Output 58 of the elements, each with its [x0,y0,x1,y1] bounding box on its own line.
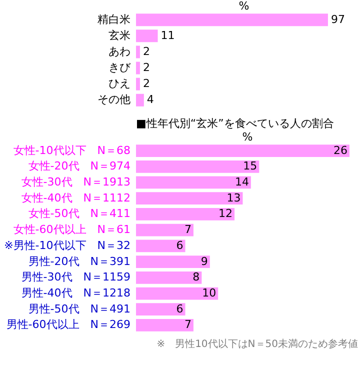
bar [136,30,158,42]
bar [136,176,251,189]
bar [136,256,210,268]
bar [136,78,140,90]
bar [136,94,144,106]
y-tick-label: きび [108,61,132,74]
data-label: 13 [226,191,241,204]
data-label: 10 [202,286,216,300]
data-label: 7 [184,223,192,236]
data-label: 26 [333,144,348,157]
data-label: 15 [243,160,258,173]
y-tick-label: 女性-30代 N＝1913 [21,175,130,188]
chart-title: ■性年代別“玄米”を食べている人の割合 [136,117,334,130]
x-axis-title: % [242,130,253,144]
bar [136,208,235,220]
data-label: 2 [142,61,150,74]
text: ※ 男性10代以下はN＝50未満のため参考値 [156,338,358,350]
y-tick-label: 男性-60代以上 N＝269 [6,318,130,332]
data-label: 8 [192,270,200,284]
y-tick-label: 女性-20代 N＝974 [28,160,130,173]
bar [136,224,194,236]
bar [136,303,186,316]
y-tick-label: 男性-50代 N＝491 [28,302,130,316]
data-label: 97 [330,12,345,26]
data-label: 11 [160,28,175,42]
y-tick-label: 精白米 [98,12,130,26]
y-tick-label: 女性-10代以下 N＝68 [13,144,130,157]
y-tick-label: 男性-30代 N＝1159 [21,270,130,284]
data-label: 2 [142,44,150,58]
bar [136,192,243,205]
bar [136,144,350,157]
y-tick-label: 女性-50代 N＝411 [28,207,130,220]
y-tick-label: 女性-40代 N＝1112 [21,191,130,204]
x-axis-title: % [238,0,250,12]
y-tick-label: 男性-40代 N＝1218 [21,286,130,300]
data-label: 12 [218,207,233,220]
y-tick-label: ひえ [108,77,130,90]
y-tick-label: 男性-20代 N＝391 [28,254,130,268]
y-tick-label: 女性-60代以上 N＝61 [13,223,130,236]
data-label: 2 [142,77,150,90]
bar [136,14,328,26]
data-label: 7 [184,318,192,332]
y-tick-label: ※男性-10代以下 N＝32 [4,238,130,252]
y-tick-label: 玄米 [108,28,130,42]
bar [136,319,194,332]
data-label: 14 [234,175,249,188]
data-label: 9 [200,254,208,268]
bar [136,62,140,74]
data-label: 6 [176,238,184,252]
bar [136,240,186,252]
data-label: 4 [146,93,154,106]
data-label: 6 [176,302,184,316]
y-tick-label: あわ [108,44,130,58]
bar [136,160,260,173]
y-tick-label: その他 [98,93,130,106]
bar [136,271,202,284]
bar [136,46,140,58]
bar [136,287,218,300]
